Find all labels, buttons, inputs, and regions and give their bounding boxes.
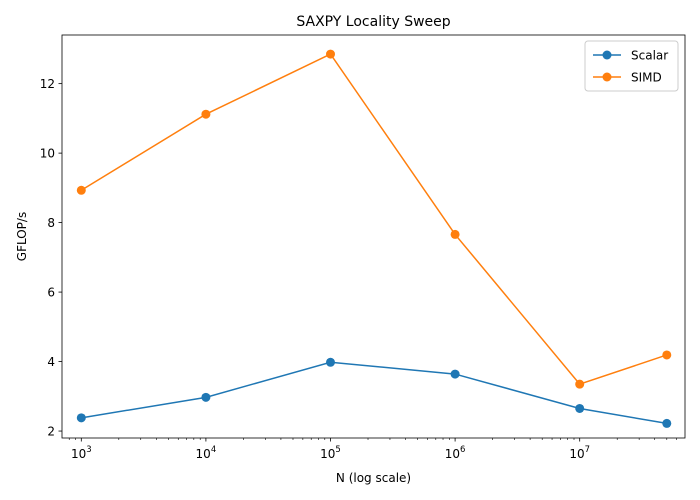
data-point <box>575 379 585 389</box>
data-point <box>201 392 211 402</box>
data-point <box>575 403 585 413</box>
legend: Scalar SIMD <box>584 40 679 92</box>
y-tick-label: 6 <box>47 286 55 300</box>
legend-label: Scalar <box>631 49 668 63</box>
axis-ticks: 103 104 105 106 107 2 4 6 8 10 12 <box>40 77 677 461</box>
y-tick-label: 10 <box>40 147 55 161</box>
data-point <box>450 369 460 379</box>
y-tick-label: 2 <box>47 425 55 439</box>
data-point <box>201 109 211 119</box>
y-tick-label: 4 <box>47 355 55 369</box>
data-point <box>326 357 336 367</box>
x-axis-label: N (log scale) <box>336 471 411 485</box>
series-line <box>81 361 667 425</box>
legend-marker <box>602 50 612 60</box>
data-point <box>326 49 336 59</box>
x-tick-label: 106 <box>445 445 466 461</box>
x-tick-label: 105 <box>320 445 341 461</box>
plot-frame <box>61 34 686 439</box>
data-point <box>662 350 672 360</box>
data-point <box>450 229 460 239</box>
legend-label: SIMD <box>631 71 662 85</box>
data-point <box>662 418 672 428</box>
y-tick-label: 12 <box>40 77 55 91</box>
y-axis-label: GFLOP/s <box>15 212 29 261</box>
x-tick-label: 103 <box>71 445 92 461</box>
plot-area <box>62 35 685 438</box>
chart-title: SAXPY Locality Sweep <box>296 14 450 30</box>
legend-marker <box>602 72 612 82</box>
series-line <box>80 53 668 386</box>
series-layer <box>76 49 672 428</box>
series-scalar <box>76 357 672 428</box>
series-simd <box>76 49 672 389</box>
x-tick-label: 107 <box>569 445 590 461</box>
data-point <box>76 413 86 423</box>
data-point <box>76 185 86 195</box>
y-tick-label: 8 <box>47 216 55 230</box>
x-tick-label: 104 <box>196 445 217 461</box>
